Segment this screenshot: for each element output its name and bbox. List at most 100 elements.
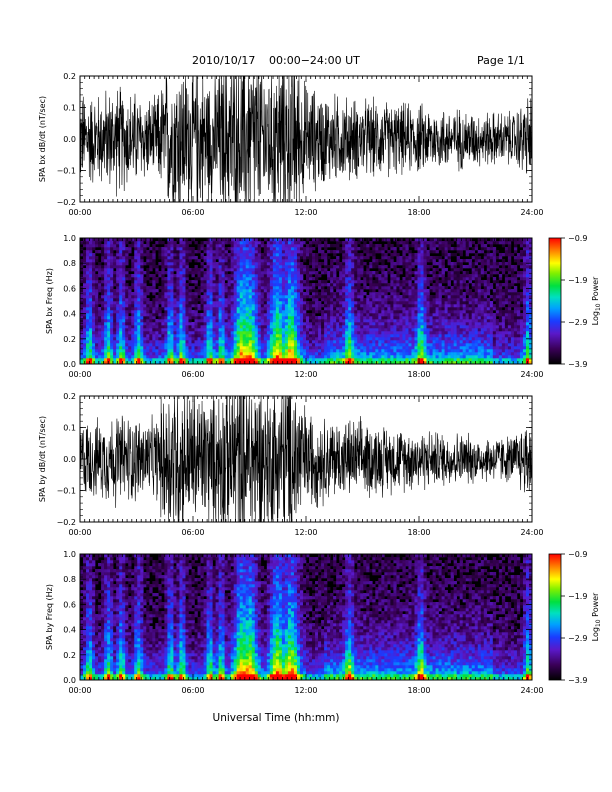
- spectrogram-cell: [167, 319, 171, 323]
- spectrogram-cell: [179, 319, 183, 323]
- spectrogram-cell: [239, 262, 244, 266]
- spectrogram-cell: [309, 307, 313, 311]
- spectrogram-cell: [306, 349, 310, 353]
- spectrogram-cell: [396, 334, 400, 338]
- spectrogram-cell: [366, 313, 370, 317]
- spectrogram-cell: [98, 331, 102, 335]
- spectrogram-cell: [161, 286, 165, 290]
- spectrogram-cell: [396, 355, 400, 359]
- spectrogram-cell: [318, 292, 322, 296]
- spectrogram-cell: [342, 298, 346, 302]
- spectrogram-cell: [140, 250, 144, 254]
- spectrogram-cell: [170, 253, 174, 257]
- spectrogram-cell: [158, 307, 162, 311]
- spectrogram-cell: [260, 355, 265, 359]
- spectrogram-cell: [387, 355, 391, 359]
- spectrogram-cell: [333, 310, 337, 314]
- spectrogram-cell: [420, 247, 424, 251]
- spectrogram-cell: [336, 319, 340, 323]
- spectrogram-cell: [354, 244, 358, 248]
- spectrogram-cell: [296, 244, 301, 248]
- spectrogram-cell: [441, 268, 445, 272]
- spectrogram-cell: [327, 250, 331, 254]
- spectrogram-cell: [134, 247, 138, 251]
- spectrogram-cell: [98, 346, 102, 350]
- spectrogram-cell: [375, 322, 379, 326]
- spectrogram-cell: [89, 313, 93, 317]
- spectrogram-cell: [143, 253, 147, 257]
- spectrogram-cell: [351, 349, 355, 353]
- spectrogram-cell: [269, 310, 274, 314]
- spectrogram-cell: [378, 322, 382, 326]
- spectrogram-cell: [140, 355, 144, 359]
- spectrogram-cell: [302, 253, 307, 257]
- spectrogram-cell: [227, 238, 231, 242]
- spectrogram-cell: [218, 301, 222, 305]
- spectrogram-cell: [381, 334, 385, 338]
- spectrogram-cell: [161, 268, 165, 272]
- spectrogram-cell: [284, 268, 289, 272]
- spectrogram-cell: [164, 301, 168, 305]
- spectrogram-cell: [342, 262, 346, 266]
- spectrogram-cell: [146, 343, 150, 347]
- spectrogram-cell: [218, 238, 222, 242]
- spectrogram-cell: [342, 301, 346, 305]
- spectrogram-cell: [86, 256, 90, 260]
- spectrogram-cell: [330, 361, 334, 365]
- spectrogram-cell: [393, 358, 397, 362]
- spectrogram-cell: [318, 316, 322, 320]
- spectrogram-cell: [321, 250, 325, 254]
- spectrogram-cell: [176, 265, 180, 269]
- spectrogram-cell: [257, 295, 262, 299]
- spectrogram-cell: [212, 349, 216, 353]
- spectrogram-cell: [155, 334, 159, 338]
- spectrogram-cell: [125, 310, 129, 314]
- spectrogram-cell: [164, 253, 168, 257]
- spectrogram-cell: [327, 349, 331, 353]
- spectrogram-cell: [89, 319, 93, 323]
- spectrogram-cell: [302, 304, 307, 308]
- spectrogram-cell: [372, 340, 376, 344]
- spectrogram-cell: [426, 355, 430, 359]
- spectrogram-cell: [411, 331, 415, 335]
- spectrogram-cell: [278, 253, 283, 257]
- spectrogram-cell: [170, 256, 174, 260]
- spectrogram-cell: [266, 322, 271, 326]
- x-tick-label: 12:00: [294, 208, 317, 217]
- spectrogram-cell: [167, 238, 171, 242]
- spectrogram-cell: [293, 295, 298, 299]
- spectrogram-cell: [110, 238, 114, 242]
- spectrogram-cell: [354, 337, 358, 341]
- spectrogram-cell: [185, 238, 189, 242]
- spectrogram-cell: [348, 340, 352, 344]
- spectrogram-cell: [381, 277, 385, 281]
- spectrogram-cell: [170, 349, 174, 353]
- spectrogram-cell: [299, 253, 304, 257]
- spectrogram-cell: [345, 247, 349, 251]
- spectrogram-cell: [167, 358, 171, 362]
- spectrogram-cell: [354, 349, 358, 353]
- spectrogram-cell: [83, 358, 87, 362]
- spectrogram-cell: [125, 343, 129, 347]
- spectrogram-cell: [215, 304, 219, 308]
- spectrogram-cell: [275, 358, 280, 362]
- spectrogram-cell: [113, 316, 117, 320]
- spectrogram-cell: [429, 280, 433, 284]
- spectrogram-cell: [293, 241, 298, 245]
- spectrogram-cell: [351, 244, 355, 248]
- spectrogram-cell: [176, 286, 180, 290]
- spectrogram-cell: [227, 358, 231, 362]
- spectrogram-cell: [248, 322, 253, 326]
- spectrogram-cell: [281, 238, 286, 242]
- spectrogram-cell: [95, 355, 99, 359]
- spectrogram-cell: [396, 295, 400, 299]
- spectrogram-cell: [366, 271, 370, 275]
- spectrogram-cell: [251, 295, 256, 299]
- spectrogram-cell: [396, 328, 400, 332]
- spectrogram-cell: [149, 325, 153, 329]
- spectrogram-cell: [369, 286, 373, 290]
- spectrogram-cell: [92, 280, 96, 284]
- spectrogram-cell: [324, 298, 328, 302]
- spectrogram-cell: [209, 322, 213, 326]
- spectrogram-cell: [411, 253, 415, 257]
